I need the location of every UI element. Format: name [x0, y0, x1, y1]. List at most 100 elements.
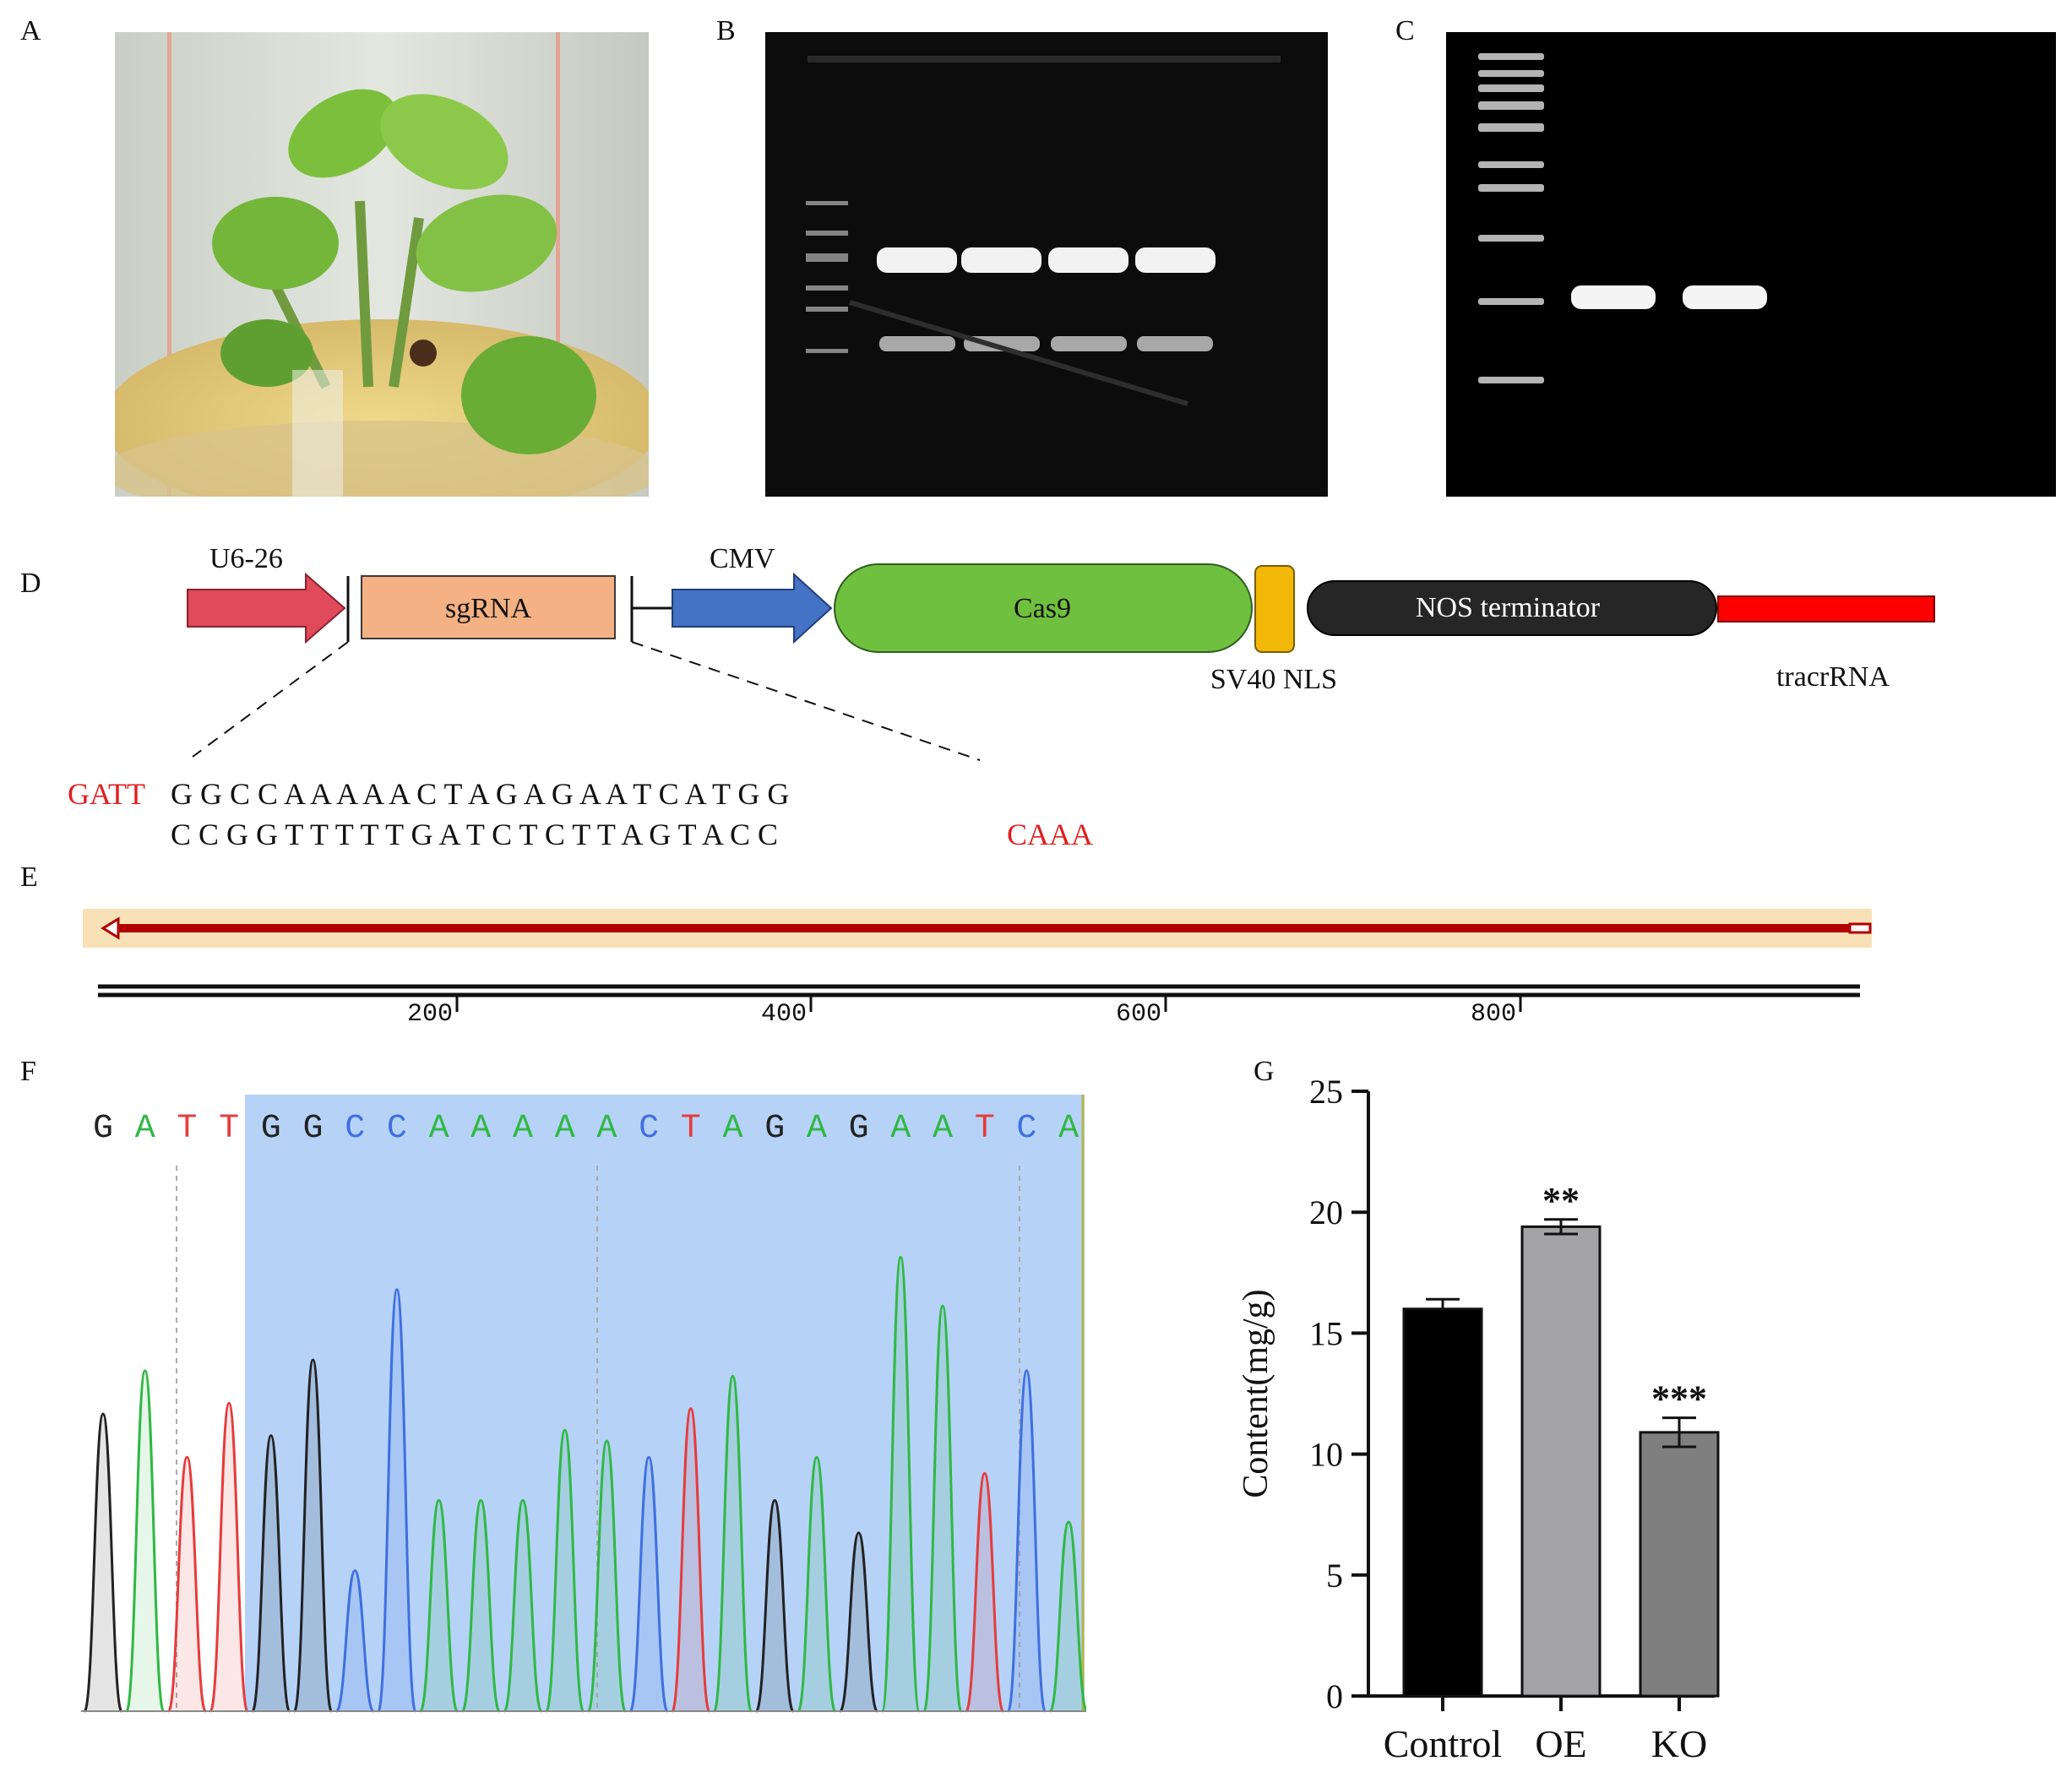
nos-terminator-block: [1307, 580, 1717, 636]
base-call: A: [1058, 1110, 1079, 1148]
significance-label: ***: [1651, 1378, 1707, 1420]
base-call: G: [302, 1110, 323, 1148]
trace-peak: [166, 1455, 207, 1713]
panel-label-a: A: [20, 15, 41, 46]
x-tick-label: Control: [1384, 1722, 1503, 1765]
trace-peak: [125, 1369, 166, 1713]
base-call: A: [890, 1110, 911, 1148]
base-call: A: [807, 1110, 827, 1148]
base-call: A: [555, 1110, 575, 1148]
sgrna-box: [361, 575, 616, 639]
bar-control: [1402, 1307, 1483, 1698]
tick-600: 600: [1116, 1000, 1161, 1022]
seq-bottom: C C G G T T T T T G A T C T C T T A G T …: [171, 818, 778, 851]
base-call: A: [596, 1110, 617, 1148]
trace-peak: [965, 1471, 1005, 1713]
y-tick-label: 5: [1326, 1557, 1343, 1595]
trace-peak: [377, 1288, 417, 1713]
panel-label-b: B: [716, 15, 736, 46]
trace-peak: [628, 1455, 669, 1713]
base-call: T: [219, 1110, 239, 1148]
trace-peak: [713, 1374, 753, 1713]
panel-label-c: C: [1395, 15, 1415, 46]
base-call: T: [177, 1110, 197, 1148]
alignment-ticks: 200 400 600 800: [407, 997, 1522, 1022]
base-call: T: [975, 1110, 995, 1148]
trace-peak: [797, 1455, 837, 1713]
base-call: C: [345, 1110, 365, 1148]
trace-peak: [419, 1498, 460, 1713]
y-tick-label: 25: [1309, 1073, 1343, 1111]
base-call: C: [1016, 1110, 1036, 1148]
trace-peak: [586, 1439, 627, 1713]
y-axis-label: Content(mg/g): [1237, 1289, 1275, 1498]
cas9-label: Cas9: [1014, 593, 1071, 624]
gel-image-c: [1446, 32, 2056, 497]
cmv-arrow: [672, 572, 833, 644]
trace-peak: [83, 1412, 123, 1713]
bar-oe: [1520, 1225, 1602, 1698]
trace-peak: [334, 1569, 375, 1713]
y-tick-label: 0: [1326, 1677, 1343, 1715]
seq-top-overhang: GATT: [68, 777, 145, 811]
base-call: A: [135, 1110, 155, 1148]
trace-peak: [209, 1401, 249, 1713]
bar-chart: Content(mg/g) 0 5 10 15 20 25 Control OE ** KO ***: [1237, 1073, 1720, 1765]
trace-peak: [671, 1407, 711, 1713]
tick-200: 200: [407, 1000, 453, 1022]
trace-peak: [545, 1428, 585, 1713]
sample-bands-c: [1571, 285, 1767, 309]
base-call: C: [639, 1110, 659, 1148]
trace-peak: [839, 1531, 879, 1713]
trace-peak: [503, 1498, 543, 1713]
nls-label: SV40 NLS: [1210, 664, 1337, 695]
base-call: G: [849, 1110, 869, 1148]
ladder-bands-c: [1478, 53, 1544, 383]
base-call: G: [93, 1110, 113, 1148]
base-call: A: [722, 1110, 742, 1148]
trace-peak: [1048, 1520, 1086, 1713]
promoter-label-u6: U6-26: [209, 543, 283, 574]
alignment-track: 200 400 600 800: [83, 909, 1872, 1022]
panel-label-g: G: [1254, 1056, 1275, 1087]
sgrna-label: sgRNA: [445, 593, 531, 624]
nos-terminator-label: NOS terminator: [1416, 592, 1601, 623]
x-tick-label: OE: [1535, 1722, 1586, 1765]
base-call: G: [764, 1110, 785, 1148]
tracrrna-block: [1717, 595, 1935, 622]
tracrrna-label: tracrRNA: [1776, 661, 1890, 693]
u6-arrow: [187, 572, 346, 644]
gel-image-b: [765, 32, 1328, 497]
trace-peak: [880, 1255, 921, 1713]
nls-block: [1254, 565, 1295, 653]
trace-peak: [251, 1434, 291, 1713]
tick-800: 800: [1471, 1000, 1516, 1022]
seq-top: G G C C A A A A A C T A G A G A A T C A …: [171, 777, 789, 811]
seq-bottom-overhang: CAAA: [1007, 818, 1093, 851]
ladder-bands-b: [806, 201, 848, 353]
cas9-block: [834, 563, 1253, 653]
trace-peak: [1006, 1369, 1047, 1713]
trace-peak: [460, 1498, 501, 1713]
base-call: A: [470, 1110, 491, 1148]
plant-photo: [115, 32, 649, 497]
tick-400: 400: [761, 1000, 807, 1022]
construct-diagram: U6-26 sgRNA CMV Cas9 SV40 NLS NOS termin…: [68, 543, 1935, 851]
trace-peak: [293, 1358, 333, 1713]
base-call: A: [513, 1110, 533, 1148]
x-tick-label: KO: [1651, 1722, 1707, 1765]
base-call: A: [429, 1110, 449, 1148]
trace-peak: [922, 1304, 963, 1713]
base-call: G: [261, 1110, 281, 1148]
significance-label: **: [1542, 1180, 1580, 1221]
base-call: A: [933, 1110, 953, 1148]
y-tick-label: 10: [1309, 1436, 1343, 1474]
promoter-label-cmv: CMV: [710, 543, 775, 574]
panel-label-e: E: [20, 862, 38, 893]
sample-bands-b: [877, 247, 1215, 351]
panel-label-f: F: [20, 1056, 36, 1087]
bar-ko: [1639, 1431, 1720, 1698]
y-tick-label: 15: [1309, 1314, 1343, 1352]
panel-label-d: D: [20, 568, 41, 599]
